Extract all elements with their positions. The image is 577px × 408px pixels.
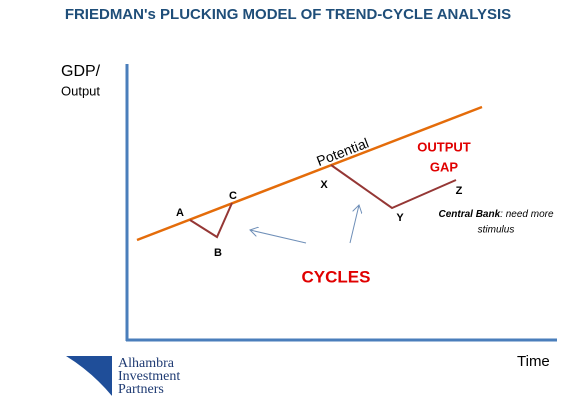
point-label: X — [320, 179, 328, 191]
note-text: : need more — [500, 209, 554, 220]
logo-text: Partners — [118, 382, 164, 397]
logo-text: Alhambra — [118, 356, 175, 371]
logo-text: Investment — [118, 369, 180, 384]
point-label: Y — [396, 212, 404, 224]
cycle-line — [330, 164, 457, 210]
y-label: GDP/ — [61, 63, 101, 80]
gap-label: OUTPUT — [417, 139, 471, 154]
arrow — [349, 205, 359, 244]
potential-line — [136, 105, 483, 242]
logo-mark — [66, 356, 112, 396]
cycle-line — [189, 202, 233, 239]
point-label: C — [229, 190, 237, 202]
note: Central Bank: need more — [438, 209, 553, 220]
y-label: Output — [61, 83, 100, 98]
point-label: Z — [456, 185, 463, 197]
gap-label: GAP — [430, 159, 459, 174]
logo: Alhambra Investment Partners — [66, 356, 180, 397]
note: stimulus — [478, 225, 515, 236]
arrow — [250, 230, 307, 244]
potential-label: Potential — [314, 135, 371, 169]
note-emphasis: Central Bank — [438, 209, 500, 220]
point-label: B — [214, 247, 222, 259]
x-label: Time — [517, 353, 550, 370]
point-label: A — [176, 207, 184, 219]
title: FRIEDMAN's PLUCKING MODEL OF TREND-CYCLE… — [65, 6, 511, 23]
cycles-label: CYCLES — [302, 267, 371, 286]
